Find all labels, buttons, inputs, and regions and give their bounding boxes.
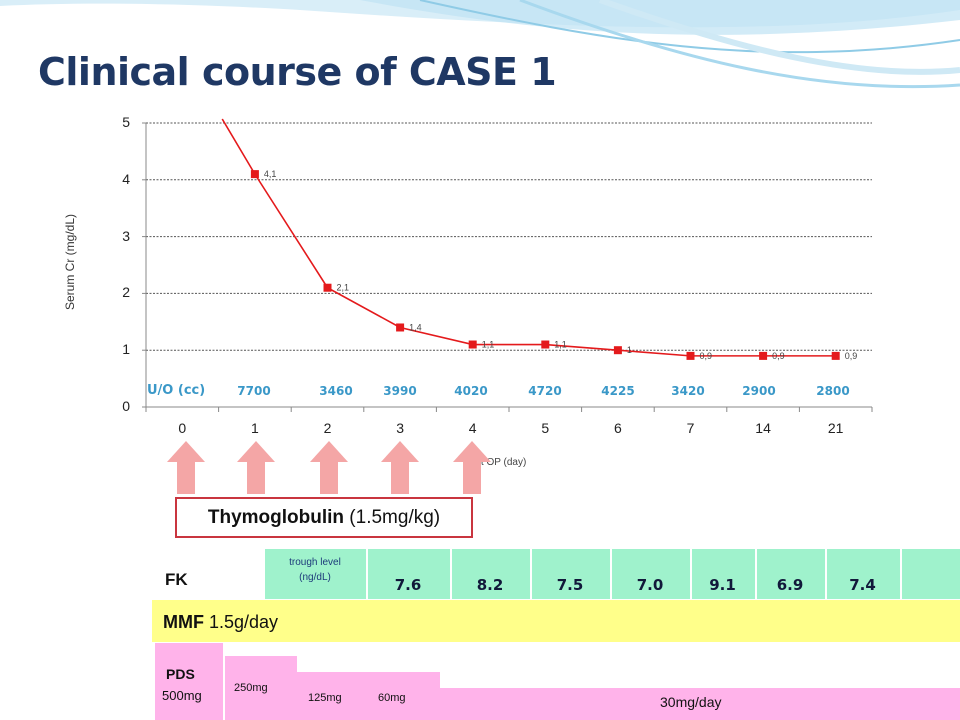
data-point-day-4 [468,340,477,349]
thymo-arrow-day-2 [310,441,348,494]
data-point-day-21 [831,351,840,360]
fk-trough-value-4: 9.1 [709,576,736,594]
uo-value-7: 2900 [742,384,776,398]
wave-line-1 [419,0,960,54]
header-wave-decoration [0,0,960,89]
fk-cell-divider-2 [530,549,532,599]
thymoglobulin-name: Thymoglobulin [207,507,345,528]
data-point-day-6 [613,346,622,355]
data-label-day-4: 1,1 [482,340,495,350]
thymo-arrow-day-3 [381,441,419,494]
data-label-day-6: 1 [627,345,632,355]
pds-step-250 [225,656,297,720]
y-tick-label-0: 0 [122,398,130,414]
y-tick-label-2: 2 [122,284,130,301]
data-point-day-3 [396,323,405,332]
x-tick-label-0: 0 [178,420,187,436]
thymoglobulin-box: Thymoglobulin (1.5mg/kg) [175,497,473,538]
wave-line-2 [519,0,960,89]
fk-trough-value-5: 6.9 [776,576,804,594]
mmf-band [152,600,960,642]
data-label-day-1: 4,1 [264,169,277,179]
mmf-text: MMF 1.5g/day [163,612,278,633]
thymo-arrow-day-1 [237,441,275,494]
pds-dose-30: 30mg/day [660,694,722,710]
pds-dose-250: 250mg [234,682,268,694]
trough-label-line-2: (ng/dL) [299,572,331,583]
fk-trough-value-3: 7.0 [636,576,664,594]
uo-value-8: 2800 [816,384,850,398]
x-tick-label-6: 6 [613,420,622,436]
fk-cell-divider-4 [690,549,692,599]
slide-title: Clinical course of CASE 1 [38,50,557,94]
fk-cell-divider-5 [755,549,757,599]
data-label-day-3: 1,4 [409,322,422,332]
uo-value-2: 3990 [383,384,417,398]
data-label-day-14: 0,9 [772,351,785,361]
pds-dose-60: 60mg [378,692,406,704]
fk-cell-divider-7 [900,549,902,599]
x-tick-label-4: 4 [468,420,477,436]
x-tick-label-7: 7 [686,420,695,436]
data-point-day-7 [686,351,695,360]
data-label-day-21: 0,9 [845,351,858,361]
fk-cell-divider-3 [610,549,612,599]
fk-trough-label: trough level (ng/dL) [265,555,365,585]
mmf-name: MMF [163,612,204,632]
data-label-day-2: 2,1 [337,283,350,293]
y-tick-label-3: 3 [122,227,130,244]
pds-step-30 [440,688,960,720]
x-tick-label-3: 3 [396,420,404,436]
uo-value-1: 3460 [319,384,353,398]
fk-label: FK [165,570,188,589]
wave-line-3 [598,0,960,75]
uo-row-label: U/O (cc) [147,383,206,398]
x-tick-label-5: 5 [541,420,550,436]
serum-cr-line-chart: 4,1 2,1 1,4 1,1 1,1 1 0,9 0,9 0,9 [142,118,873,412]
fk-band [265,549,960,599]
series-line [221,118,836,357]
uo-row-background [148,366,870,404]
fk-cell-divider-0 [366,549,368,599]
fk-trough-value-2: 7.5 [556,576,584,594]
x-tick-label-1: 1 [250,420,259,436]
data-label-day-7: 0,9 [700,351,713,361]
pds-dose-125: 125mg [308,692,342,704]
uo-value-3: 4020 [454,384,488,398]
thymoglobulin-dose-arrows [167,441,491,494]
thymo-arrow-day-4 [453,441,491,494]
data-label-day-5: 1,1 [554,340,567,350]
x-axis-label: Post OP (day) [463,457,527,468]
pds-label: PDS [166,666,195,682]
pds-step-125-60 [297,672,440,720]
pds-dose-500: 500mg [162,688,202,703]
y-tick-label-4: 4 [122,170,130,187]
fk-cell-divider-1 [450,549,452,599]
data-point-day-5 [541,340,550,349]
y-tick-label-1: 1 [122,341,130,358]
fk-trough-value-6: 7.4 [849,576,876,594]
uo-value-4: 4720 [528,384,562,398]
x-tick-label-21: 21 [827,420,844,436]
thymoglobulin-dose: (1.5mg/kg) [344,507,441,528]
data-point-day-2 [323,283,332,292]
x-tick-label-2: 2 [323,420,332,436]
x-tick-label-14: 14 [755,420,771,436]
data-point-day-1 [250,170,259,179]
data-point-day-14 [759,351,768,360]
uo-value-5: 4225 [601,384,635,398]
fk-trough-value-0: 7.6 [394,576,422,594]
y-tick-label-5: 5 [122,114,130,130]
fk-cell-divider-6 [825,549,827,599]
mmf-dose: 1.5g/day [203,612,279,632]
trough-label-line-1: trough level [289,557,341,568]
thymo-arrow-day-0 [167,441,205,494]
fk-trough-value-1: 8.2 [476,576,504,594]
pds-step-500 [155,643,223,720]
uo-value-6: 3420 [671,384,705,398]
uo-value-0: 7700 [237,384,271,398]
